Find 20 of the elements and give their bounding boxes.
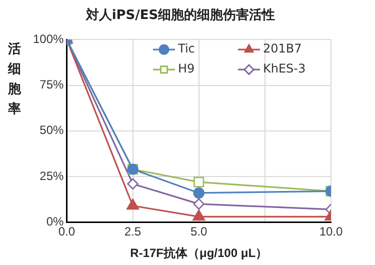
x-tick-label: 2.5 — [124, 224, 142, 239]
point — [126, 198, 140, 210]
x-tick-label: 0.0 — [58, 224, 76, 239]
point — [194, 176, 204, 188]
x-tick-label: 10.0 — [319, 224, 343, 239]
y-tick-label: 75% — [40, 78, 64, 92]
point — [193, 198, 204, 210]
legend-label: H9 — [178, 62, 195, 76]
legend-label: KhES-3 — [263, 62, 306, 76]
x-tick-label: 5.0 — [190, 224, 208, 239]
y-axis-title: 活细胞率 — [8, 41, 22, 119]
chart-title: 対人iPS/ES细胞的细胞伤害活性 — [84, 7, 276, 24]
y-tick-label: 100% — [32, 32, 64, 46]
point — [192, 210, 206, 221]
y-tick-label: 25% — [40, 168, 64, 183]
legend-label: Tic — [177, 42, 195, 56]
x-axis-title: R-17F抗体（μg/100 μL） — [130, 246, 268, 260]
legend-label: 201B7 — [263, 42, 302, 56]
y-tick-label: 50% — [40, 123, 64, 138]
point — [127, 178, 138, 190]
